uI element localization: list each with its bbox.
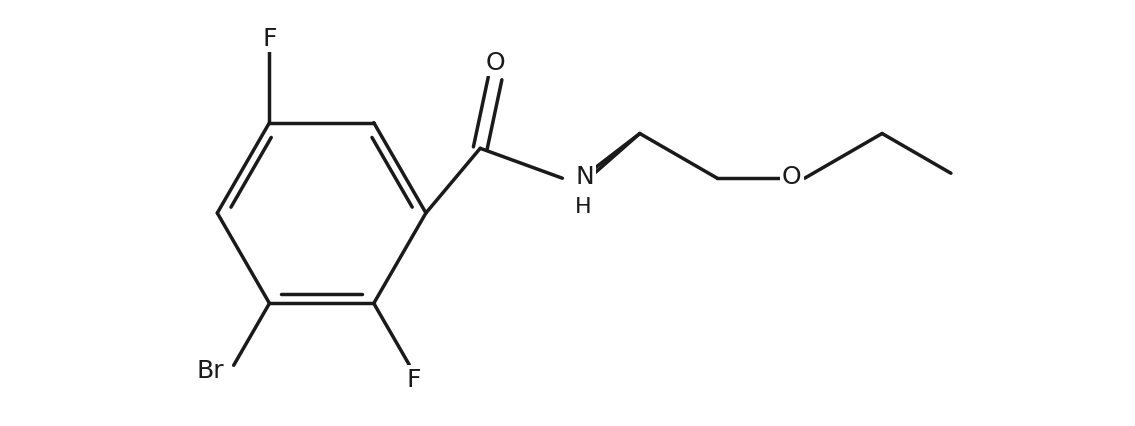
Text: O: O (782, 165, 801, 189)
Text: H: H (575, 196, 592, 216)
Text: F: F (262, 27, 277, 51)
Text: O: O (486, 51, 505, 75)
Text: F: F (406, 367, 421, 391)
Text: N: N (575, 165, 594, 189)
Text: Br: Br (196, 358, 224, 383)
